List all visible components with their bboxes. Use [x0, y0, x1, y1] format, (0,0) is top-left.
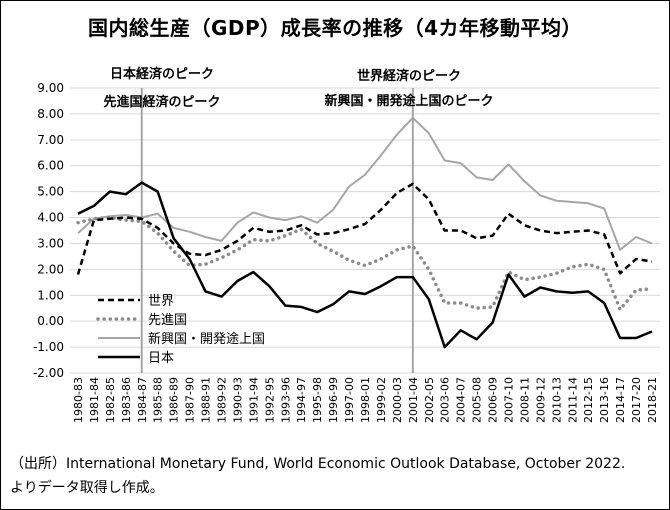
x-tick-label: 1986-89: [168, 377, 181, 423]
x-tick-label: 2010-13: [550, 377, 563, 423]
x-tick-label: 1996-99: [327, 377, 340, 423]
legend-label: 日本: [148, 351, 174, 366]
y-tick-label: 8.00: [37, 107, 64, 121]
reference-lines: [140, 88, 414, 373]
x-tick-label: 1982-85: [104, 377, 117, 423]
series-line-1: [76, 215, 654, 312]
x-tick-label: 2018-21: [646, 377, 659, 423]
y-tick-label: 3.00: [37, 236, 64, 250]
x-tick-label: 1988-91: [200, 377, 213, 423]
x-tick-label: 2012-15: [582, 377, 595, 423]
x-tick-label: 1999-02: [375, 377, 388, 423]
x-tick-label: 2006-09: [487, 377, 500, 423]
x-tick-label: 2011-14: [566, 377, 579, 423]
y-tick-label: -1.00: [33, 340, 64, 354]
gridlines: [70, 87, 660, 374]
x-tick-label: 1995-98: [311, 377, 324, 423]
x-tick-label: 1992-95: [263, 377, 276, 423]
x-tick-label: 1990-93: [231, 377, 244, 423]
x-tick-label: 1987-90: [184, 377, 197, 423]
y-tick-label: 2.00: [37, 262, 64, 276]
source-note: （出所）International Monetary Fund, World E…: [10, 452, 665, 500]
y-tick-label: -2.00: [33, 366, 64, 380]
x-tick-label: 2003-06: [439, 377, 452, 423]
x-tick-label: 1989-92: [215, 377, 228, 423]
x-tick-label: 1985-88: [152, 377, 165, 423]
x-tick-label: 2000-03: [391, 377, 404, 423]
x-tick-label: 1997-00: [343, 377, 356, 423]
x-tick-label: 2013-16: [598, 377, 611, 423]
y-tick-label: 1.00: [37, 288, 64, 302]
y-tick-label: 7.00: [37, 133, 64, 147]
series-lines: [76, 116, 654, 349]
peak-annotation: 世界経済のピーク: [357, 68, 461, 84]
x-tick-label: 1984-87: [136, 377, 149, 423]
x-tick-label: 1994-97: [295, 377, 308, 423]
x-tick-label: 2009-12: [534, 377, 547, 423]
source-line-2: よりデータ取得し作成。: [10, 480, 164, 496]
y-tick-label: 4.00: [37, 211, 64, 225]
legend-label: 先進国: [148, 313, 187, 328]
series-line-3: [77, 181, 653, 349]
x-tick-label: 2001-04: [407, 377, 420, 423]
y-tick-label: 0.00: [37, 314, 64, 328]
peak-annotation: 日本経済のピーク: [110, 66, 214, 82]
legend-label: 世界: [148, 294, 174, 309]
x-tick-label: 1980-83: [72, 377, 85, 423]
x-tick-label: 1981-84: [88, 377, 101, 423]
x-tick-label: 2007-10: [503, 377, 516, 423]
y-tick-label: 9.00: [37, 81, 64, 95]
legend-label: 新興国・開発途上国: [148, 331, 265, 347]
y-tick-label: 5.00: [37, 185, 64, 199]
x-tick-label: 1983-86: [120, 377, 133, 423]
x-tick-label: 1993-96: [279, 377, 292, 423]
peak-annotation: 新興国・開発途上国のピーク: [324, 93, 493, 109]
peak-annotation: 先進国経済のピーク: [103, 94, 220, 110]
y-tick-label: 6.00: [37, 159, 64, 173]
x-tick-label: 2014-17: [614, 377, 627, 423]
x-tick-label: 2002-05: [423, 377, 436, 423]
x-tick-label: 2008-11: [518, 377, 531, 423]
series-line-2: [77, 116, 653, 251]
source-line-1: （出所）International Monetary Fund, World E…: [10, 456, 626, 472]
x-tick-label: 2017-20: [630, 377, 643, 423]
y-axis-tick-labels: 9.00 8.00 7.00 6.00 5.00 4.00 3.00 2.00 1.00 0.00…: [33, 81, 64, 380]
x-tick-label: 1991-94: [247, 377, 260, 423]
x-axis-tick-labels: 1980-83 1981-84 1982-85 1983-86 1984-87 1985-…: [72, 377, 659, 423]
x-tick-label: 2004-07: [455, 377, 468, 423]
x-tick-label: 2005-08: [471, 377, 484, 423]
x-tick-label: 1998-01: [359, 377, 372, 423]
chart-title: 国内総生産（GDP）成長率の推移（4カ年移動平均）: [87, 16, 583, 40]
series-line-0: [76, 182, 653, 275]
